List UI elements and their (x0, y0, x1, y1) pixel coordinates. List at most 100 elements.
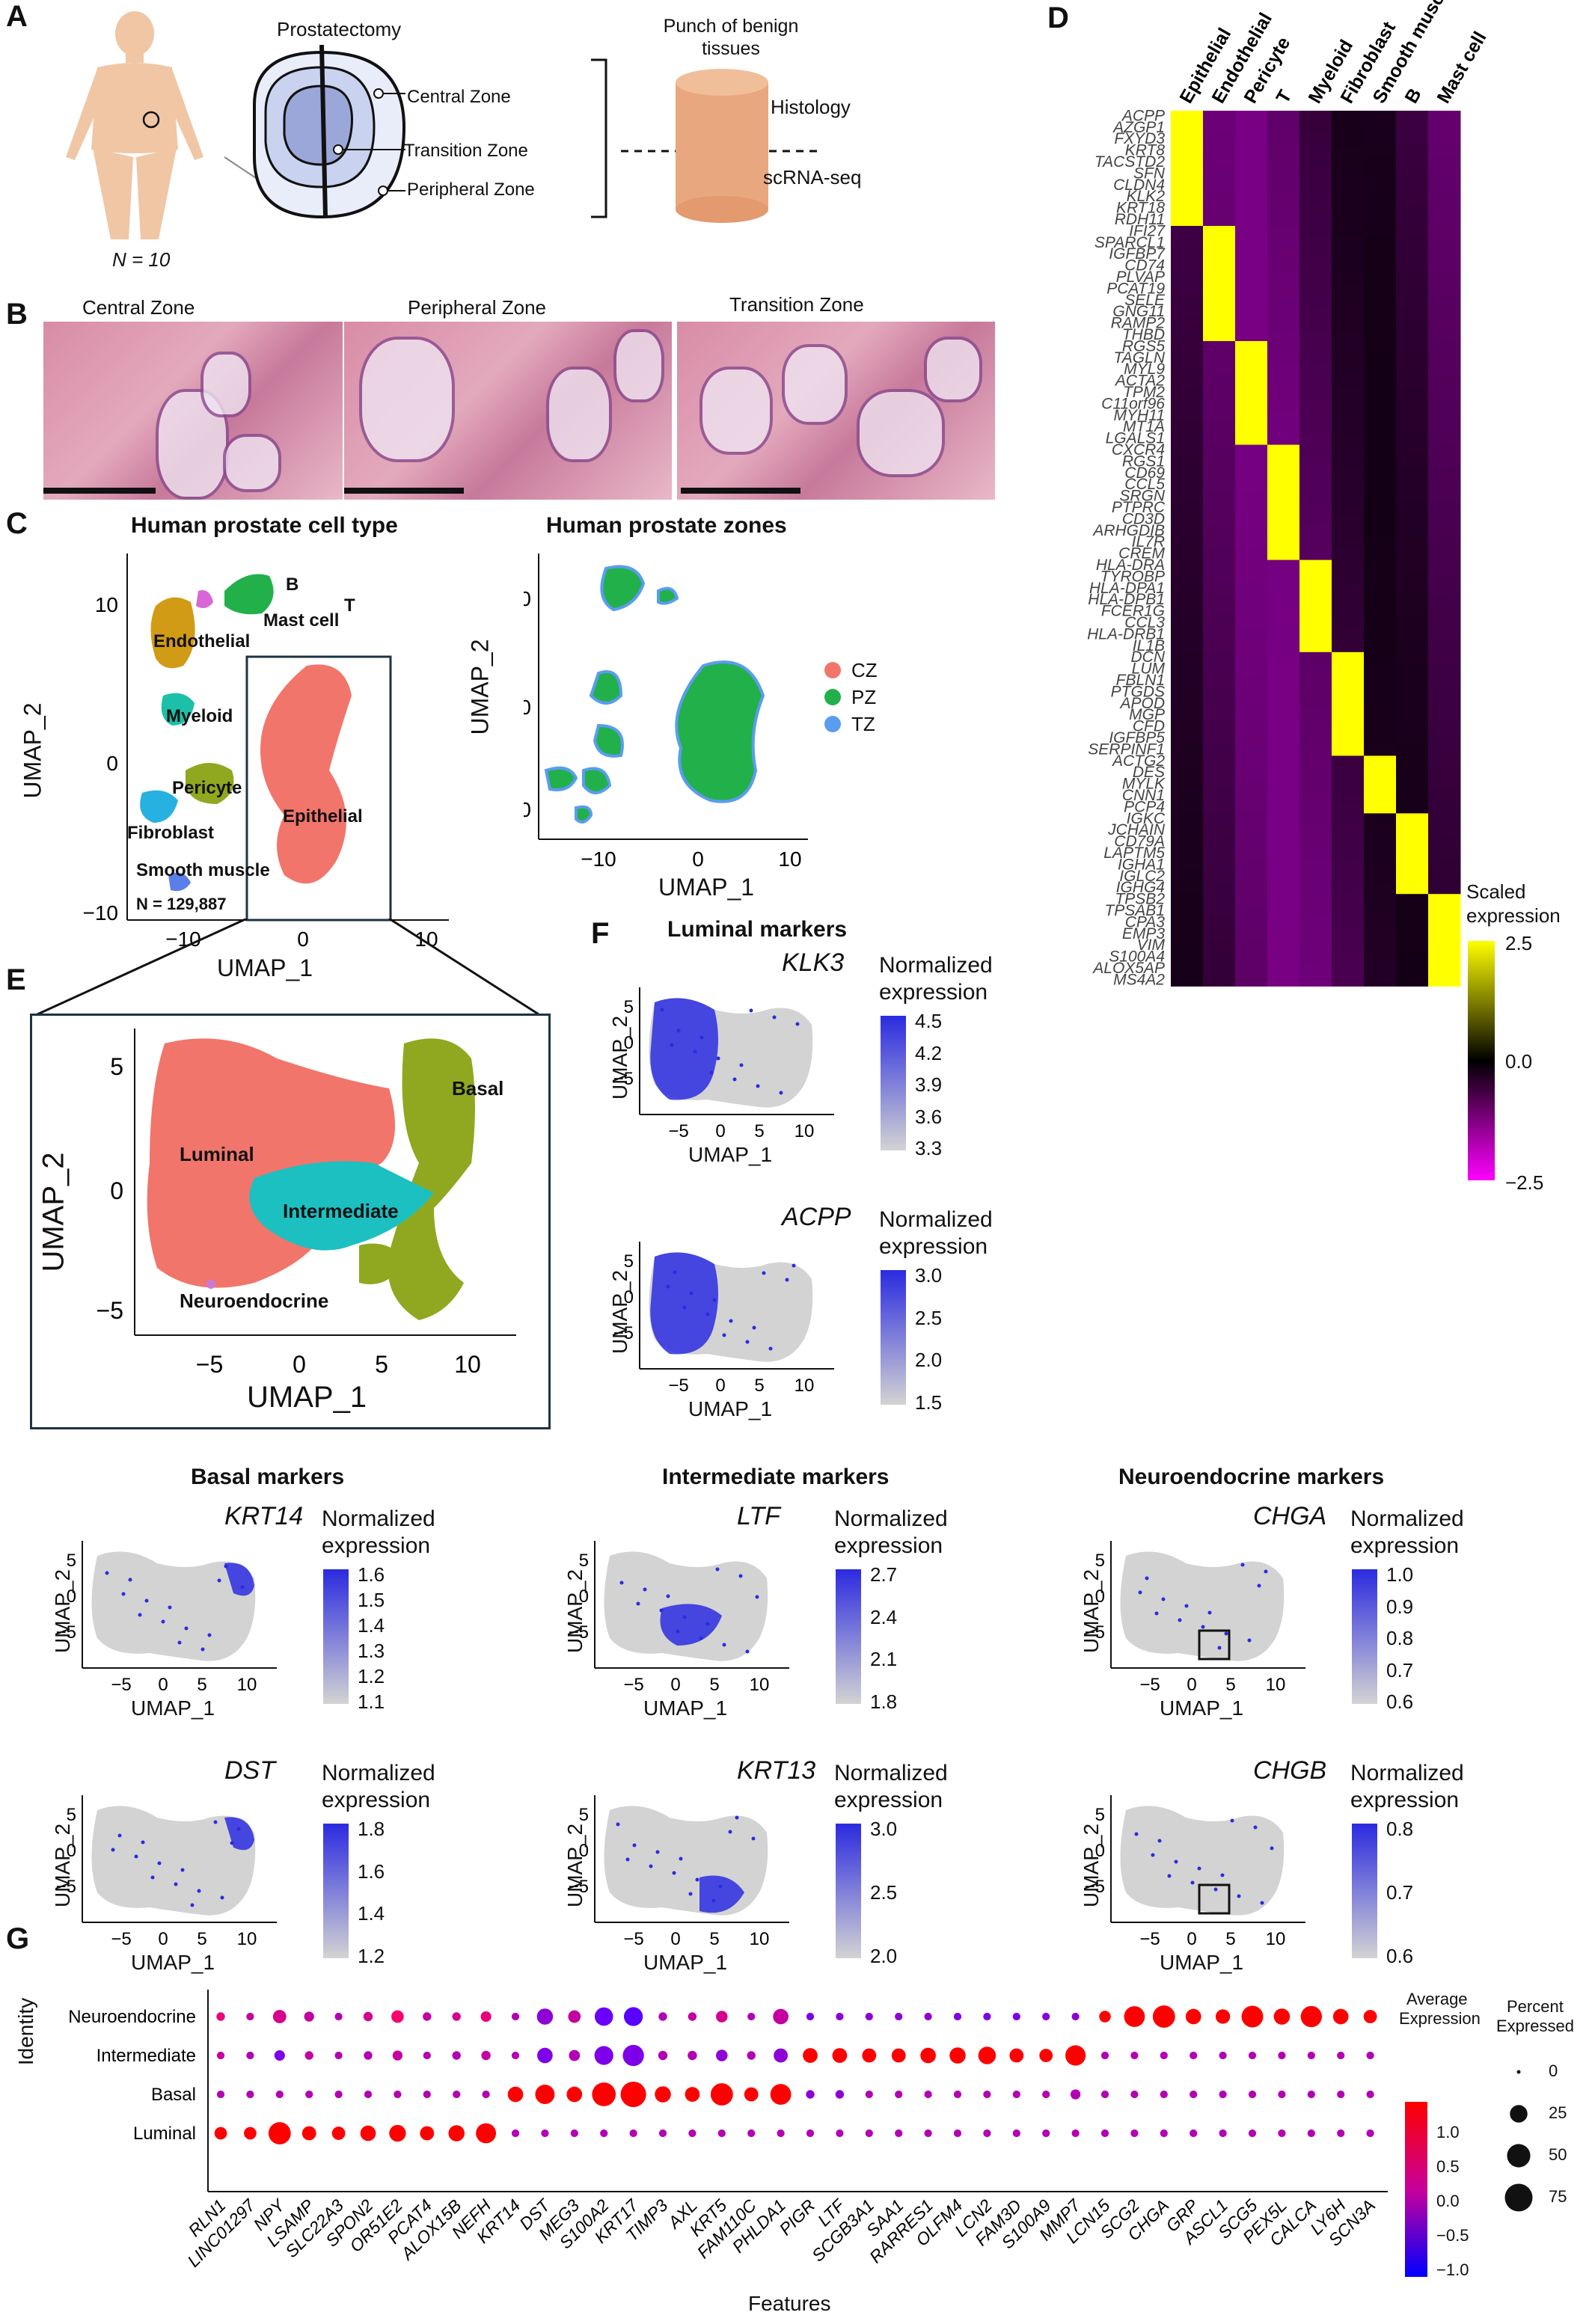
pct-legend-tick: 0 (1549, 2061, 1558, 2080)
feature-legend-tick: 1.4 (358, 1902, 385, 1925)
avg-expression-tick: −1.0 (1436, 2260, 1469, 2279)
dotplot-dot (629, 2129, 637, 2138)
heatmap-cell (1171, 283, 1204, 295)
heatmap-cell (1203, 629, 1236, 641)
heatmap-cell (1267, 329, 1300, 342)
dotplot-feature-label: LCN2 (951, 2195, 996, 2240)
heatmap-column-label: Fibroblast (1336, 18, 1400, 107)
heatmap-cell (1332, 237, 1365, 250)
heatmap-cell (1332, 479, 1365, 491)
heatmap-cell (1267, 813, 1300, 826)
svg-text:10: 10 (524, 587, 531, 610)
heatmap-cell (1428, 779, 1461, 791)
heatmap-cell (1235, 836, 1268, 849)
human-body-figure (66, 11, 203, 239)
heatmap-cell (1235, 479, 1268, 491)
heatmap-cell (1332, 917, 1365, 929)
histo-title-central: Central Zone (82, 296, 195, 319)
heatmap-cell (1203, 272, 1236, 284)
svg-text:0: 0 (670, 1929, 680, 1949)
heatmap-cell (1299, 387, 1332, 399)
heatmap-cell (1267, 836, 1300, 849)
pct-expressed-title-2: Expressed (1496, 2017, 1574, 2035)
panel-letter-b: B (6, 298, 28, 331)
feature-ylabel: UMAP_2 (563, 1569, 587, 1654)
heatmap-cell (1235, 514, 1268, 526)
heatmap-row-label: ACTG2 (1111, 752, 1165, 770)
heatmap-cell (1171, 272, 1204, 284)
heatmap-cell (1299, 122, 1332, 135)
heatmap-cell (1203, 122, 1236, 135)
heatmap-cell (1299, 651, 1332, 664)
heatmap-cell (1171, 594, 1204, 607)
heatmap-row-label: ALOX5AP (1092, 960, 1165, 977)
histology-image-central (43, 322, 343, 500)
dotplot-dot (1070, 2089, 1081, 2100)
heatmap-cell (1267, 444, 1300, 457)
heatmap-cell (1332, 583, 1365, 595)
heatmap-cell (1267, 675, 1300, 687)
heatmap-cell (1171, 399, 1204, 411)
dotplot-feature-label: OR51E2 (346, 2195, 406, 2256)
dotplot-dot (1042, 2090, 1050, 2099)
heatmap-cell (1396, 836, 1429, 849)
heatmap-cell (1332, 744, 1365, 756)
f-intermediate-title: Intermediate markers (662, 1465, 890, 1489)
dotplot-dot (1366, 2090, 1374, 2099)
dotplot-dot (1160, 2090, 1168, 2099)
heatmap-cell (1396, 571, 1429, 583)
heatmap-row-label: HLA-DPA1 (1089, 580, 1165, 597)
feature-legend-tick: 0.6 (1386, 1945, 1414, 1967)
heatmap-cell (1171, 779, 1204, 791)
heatmap-cell (1299, 790, 1332, 803)
heatmap-cell (1299, 559, 1332, 572)
heatmap-cell (1171, 214, 1204, 227)
legend-label-pz: PZ (851, 685, 877, 708)
dotplot-dot (835, 2090, 845, 2099)
heatmap-cell (1428, 295, 1461, 307)
heatmap-cell (1171, 145, 1204, 158)
heatmap-cell (1235, 145, 1268, 158)
heatmap-cell (1203, 813, 1236, 826)
heatmap-cell (1428, 559, 1461, 572)
heatmap-cell (1203, 802, 1236, 814)
heatmap-cell (1428, 790, 1461, 803)
avg-expression-title-2: Expression (1399, 2009, 1481, 2028)
svg-text:−5: −5 (613, 1069, 634, 1089)
dotplot-feature-label: LINC01297 (183, 2195, 260, 2271)
feature-legend-tick: 3.9 (915, 1073, 943, 1096)
heatmap-row-label: LUM (1132, 660, 1166, 678)
heatmap-cell (1203, 514, 1236, 526)
heatmap-cell (1235, 536, 1268, 549)
heatmap-cell (1332, 905, 1365, 918)
svg-text:−5: −5 (111, 1675, 131, 1695)
prostatectomy-label: Prostatectomy (277, 18, 402, 40)
heatmap-cell (1171, 387, 1204, 399)
heatmap-cell (1171, 640, 1204, 653)
heatmap-cell (1332, 779, 1365, 791)
heatmap-column-label: Epithelial (1175, 25, 1235, 107)
pct-legend-dots (1504, 2070, 1533, 2212)
label-myeloid: Myeloid (166, 706, 233, 726)
heatmap-row-label: MYLK (1122, 776, 1166, 793)
heatmap-cell (1364, 536, 1397, 549)
heatmap-cell (1299, 410, 1332, 423)
heatmap-cell (1203, 871, 1236, 883)
heatmap-cell (1235, 721, 1268, 734)
heatmap-cell (1203, 214, 1236, 227)
heatmap-cell (1171, 571, 1204, 583)
dotplot-dot (836, 2012, 844, 2021)
heatmap-cell (1203, 975, 1236, 987)
heatmap-cell (1235, 732, 1268, 745)
dotplot-dot (394, 2090, 402, 2099)
dotplot-feature-label: PEX5L (1239, 2195, 1291, 2247)
heatmap-cell (1171, 687, 1204, 699)
dotplot-dot (363, 2011, 373, 2022)
heatmap-cell (1235, 917, 1268, 929)
feature-legend-tick: 1.8 (870, 1690, 898, 1713)
heatmap-cell (1235, 444, 1268, 457)
heatmap-cell (1396, 594, 1429, 607)
dotplot-feature-label: CALCA (1266, 2195, 1320, 2250)
heatmap-cell (1396, 180, 1429, 192)
dotplot-dot (420, 2126, 435, 2141)
